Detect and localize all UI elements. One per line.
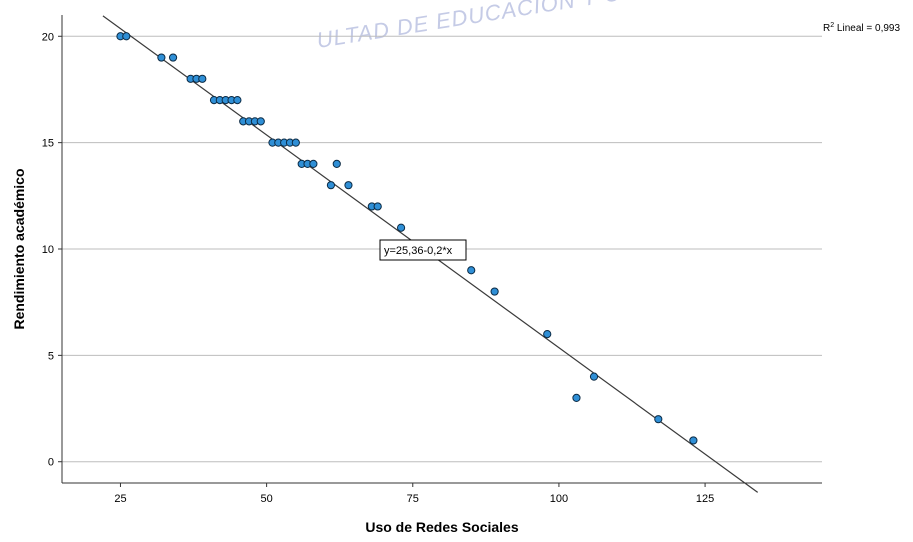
data-point — [396, 223, 406, 232]
y-tick-label: 15 — [42, 138, 54, 150]
equation-box-frame — [379, 239, 467, 261]
data-point — [122, 32, 131, 41]
data-point — [654, 415, 663, 424]
tick-labels: 0 5 10 15 20 25 50 75 100 125 — [42, 31, 715, 505]
r-squared-symbol: R — [823, 23, 830, 34]
data-point — [326, 181, 336, 190]
y-tick-label: 0 — [48, 457, 54, 469]
data-point — [344, 181, 353, 190]
data-point — [233, 95, 242, 105]
data-point — [373, 202, 382, 211]
r-squared-value: Lineal = 0,993 — [834, 23, 900, 34]
y-tick-label: 10 — [42, 244, 54, 256]
x-tick-label: 75 — [407, 493, 419, 505]
data-point — [332, 159, 341, 169]
data-points — [116, 32, 698, 445]
data-point — [256, 117, 265, 126]
data-point — [543, 329, 552, 339]
x-tick-label: 25 — [114, 493, 126, 505]
y-tick-label: 5 — [48, 350, 54, 362]
data-point — [309, 159, 318, 169]
axes — [58, 15, 822, 487]
y-tick-label: 20 — [42, 31, 54, 43]
data-point — [467, 266, 476, 275]
watermark-text: ULTAD DE EDUCACIÓN Y C — [315, 0, 623, 53]
data-point — [157, 53, 166, 62]
equation-label: y=25,36-0,2*x — [384, 245, 453, 257]
data-point — [168, 53, 178, 62]
data-point — [291, 138, 300, 147]
x-tick-label: 125 — [696, 493, 714, 505]
r-squared-label: R2 Lineal = 0,993 — [823, 22, 900, 34]
data-point — [490, 287, 499, 296]
x-tick-label: 50 — [260, 493, 272, 505]
data-point — [689, 436, 698, 445]
data-point — [589, 372, 599, 381]
x-axis-title: Uso de Redes Sociales — [365, 519, 519, 535]
data-point — [572, 393, 581, 403]
equation-box: y=25,36-0,2*x — [379, 239, 467, 261]
data-point — [198, 74, 207, 83]
y-axis-title: Rendimiento académico — [11, 168, 27, 329]
x-tick-label: 100 — [550, 493, 568, 505]
r-squared-superscript: 2 — [830, 22, 834, 29]
